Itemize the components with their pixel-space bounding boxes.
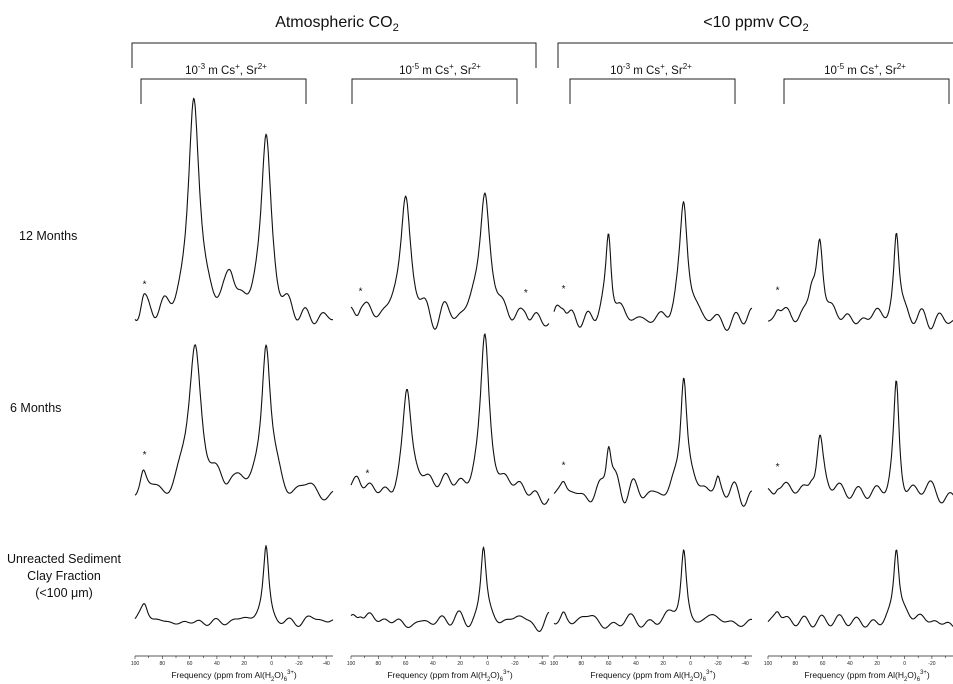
x-axis-label: Frequency (ppm from Al(H2O)63+) (387, 670, 513, 683)
axes-layer: 100 80 60 40 20 0 -20 -40 Frequency (ppm from Al… (131, 655, 953, 683)
x-tick-label: -40 (742, 661, 749, 667)
sideband-marker: * (359, 286, 363, 297)
column-label-4: 10-5 m Cs+, Sr2+ (824, 62, 906, 77)
spectrum-row2-col2 (350, 333, 550, 505)
spectrum-row1-col2 (350, 192, 550, 330)
spectrum-row3-col2 (350, 546, 550, 632)
spectrum-row1-col1 (134, 97, 333, 325)
x-tick-label: 80 (160, 661, 166, 667)
x-tick-label: 40 (214, 661, 220, 667)
x-tick-label: 100 (347, 661, 356, 667)
x-tick-label: 80 (579, 661, 585, 667)
sideband-marker: * (562, 461, 566, 472)
x-tick-label: 40 (430, 661, 436, 667)
spectrum-row2-col1 (134, 344, 334, 501)
x-tick-label: 20 (874, 661, 880, 667)
sideband-marker: * (776, 462, 780, 473)
x-tick-label: -20 (928, 661, 935, 667)
x-tick-label: 0 (270, 661, 273, 667)
group-label-atmospheric: Atmospheric CO2 (275, 14, 399, 34)
sideband-marker: * (143, 279, 147, 290)
x-tick-label: 0 (903, 661, 906, 667)
x-tick-label: -40 (323, 661, 330, 667)
x-tick-label: 100 (131, 661, 140, 667)
column-label-2: 10-5 m Cs+, Sr2+ (399, 62, 481, 77)
x-tick-label: 100 (764, 661, 773, 667)
x-tick-label: -20 (295, 661, 302, 667)
spectrum-row3-col4 (767, 549, 953, 628)
x-tick-label: 80 (376, 661, 382, 667)
row-label-6-months: 6 Months (10, 401, 61, 415)
x-axis-label: Frequency (ppm from Al(H2O)63+) (804, 670, 930, 683)
x-tick-label: 0 (689, 661, 692, 667)
x-tick-label: 20 (241, 661, 247, 667)
x-tick-label: -40 (539, 661, 546, 667)
spectra-layer: * * * * * * * * * (134, 97, 953, 632)
sideband-marker: * (524, 288, 528, 299)
x-tick-label: 40 (633, 661, 639, 667)
row-label-unreacted: Unreacted Sediment Clay Fraction (<100 μm) (7, 552, 121, 600)
x-tick-label: -20 (511, 661, 518, 667)
x-tick-label: 20 (457, 661, 463, 667)
x-tick-label: 100 (550, 661, 559, 667)
row-label-12-months: 12 Months (19, 229, 77, 243)
column-bracket-1 (140, 78, 307, 104)
column-bracket-4 (783, 78, 950, 104)
group-bracket-atmospheric (131, 42, 537, 68)
x-tick-label: 60 (187, 661, 193, 667)
x-tick-label: 40 (847, 661, 853, 667)
spectrum-row2-col3 (553, 377, 753, 507)
x-tick-label: -20 (714, 661, 721, 667)
x-axis-label: Frequency (ppm from Al(H2O)63+) (590, 670, 716, 683)
spectrum-row3-col1 (134, 545, 334, 627)
column-bracket-2 (351, 78, 518, 104)
x-axis-label: Frequency (ppm from Al(H2O)63+) (171, 670, 297, 683)
group-bracket-low-co2 (557, 42, 953, 68)
x-tick-label: 0 (486, 661, 489, 667)
spectrum-row1-col4 (768, 232, 953, 330)
column-label-1: 10-3 m Cs+, Sr2+ (185, 62, 267, 77)
sideband-marker: * (562, 284, 566, 295)
spectrum-row1-col3 (553, 201, 753, 331)
spectrum-row2-col4 (767, 380, 953, 504)
x-tick-label: 80 (793, 661, 799, 667)
x-tick-label: 60 (820, 661, 826, 667)
x-tick-label: 60 (606, 661, 612, 667)
column-bracket-3 (569, 78, 736, 104)
sideband-marker: * (365, 469, 369, 480)
spectrum-row3-col3 (553, 549, 753, 629)
x-tick-label: 60 (403, 661, 409, 667)
sideband-marker: * (143, 450, 147, 461)
sideband-marker: * (776, 286, 780, 297)
column-label-3: 10-3 m Cs+, Sr2+ (610, 62, 692, 77)
x-tick-label: 20 (660, 661, 666, 667)
group-label-low-co2: <10 ppmv CO2 (703, 14, 808, 34)
